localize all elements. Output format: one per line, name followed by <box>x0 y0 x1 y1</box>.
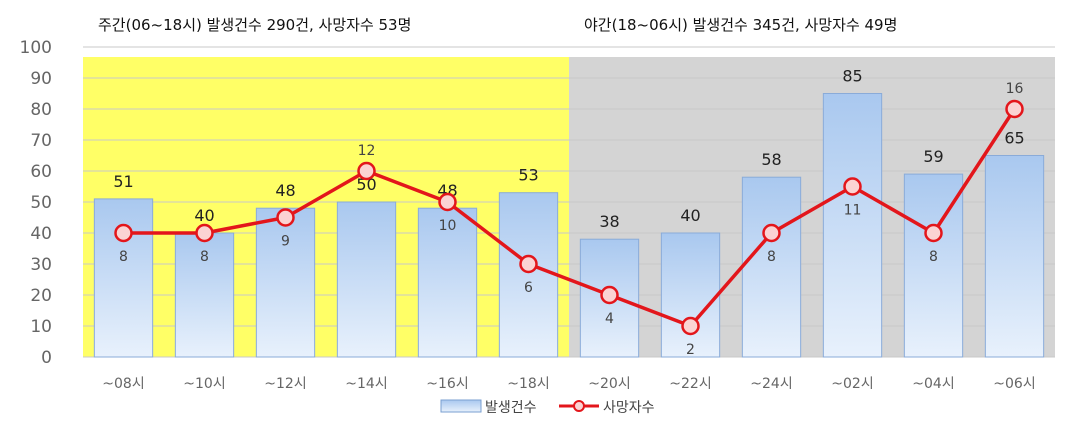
bar-5 <box>498 192 559 358</box>
x-tick-1: ~10시 <box>183 376 225 392</box>
y-tick-1: 10 <box>30 317 52 337</box>
bar-3 <box>336 201 397 358</box>
x-tick-2: ~12시 <box>264 376 306 392</box>
line-point-6 <box>600 285 619 305</box>
x-tick-9: ~02시 <box>831 376 873 392</box>
y-tick-10: 100 <box>20 38 52 58</box>
region-background-0 <box>83 57 569 357</box>
bar-value-label-0: 51 <box>113 172 133 191</box>
line-series <box>123 108 1016 328</box>
x-tick-7: ~22시 <box>669 376 711 392</box>
line-point-3 <box>357 161 376 181</box>
line-value-label-10: 8 <box>929 249 938 265</box>
y-tick-7: 70 <box>30 131 52 151</box>
line-point-8 <box>762 223 781 243</box>
x-tick-6: ~20시 <box>588 376 630 392</box>
bar-value-label-10: 59 <box>923 147 943 166</box>
line-value-label-3: 12 <box>358 143 376 159</box>
y-tick-4: 40 <box>30 224 52 244</box>
line-point-10 <box>924 223 943 243</box>
legend-swatch-bar <box>440 399 482 413</box>
x-tick-11: ~06시 <box>993 376 1035 392</box>
line-point-11 <box>1005 99 1024 119</box>
y-tick-9: 90 <box>30 69 52 89</box>
bar-value-label-3: 50 <box>356 175 376 194</box>
line-value-label-7: 2 <box>686 342 695 358</box>
legend-label-line: 사망자수 <box>603 400 655 416</box>
bar-4 <box>417 207 478 358</box>
line-point-9 <box>843 177 862 196</box>
bar-8 <box>741 176 802 358</box>
region-title-1: 야간(18~06시) 발생건수 345건, 사망자수 49명 <box>584 16 897 34</box>
line-value-label-1: 8 <box>200 249 209 265</box>
bar-1 <box>174 232 235 358</box>
legend-label-bar: 발생건수 <box>485 400 537 416</box>
bar-11 <box>984 155 1045 358</box>
line-point-7 <box>681 316 700 336</box>
bar-value-label-1: 40 <box>194 206 214 225</box>
bar-7 <box>660 232 721 358</box>
line-point-4 <box>438 192 457 212</box>
bar-value-label-5: 53 <box>518 166 538 185</box>
line-value-label-0: 8 <box>119 249 128 265</box>
line-point-2 <box>276 208 295 227</box>
y-tick-3: 30 <box>30 255 52 275</box>
x-tick-4: ~16시 <box>426 376 468 392</box>
bar-value-label-2: 48 <box>275 181 295 200</box>
y-tick-8: 80 <box>30 100 52 120</box>
line-value-label-9: 11 <box>844 203 862 219</box>
y-tick-2: 20 <box>30 286 52 306</box>
legend-swatch-marker <box>573 400 585 412</box>
x-tick-0: ~08시 <box>102 376 144 392</box>
y-tick-6: 60 <box>30 162 52 182</box>
bar-value-label-6: 38 <box>599 212 619 231</box>
bar-0 <box>93 198 154 358</box>
line-value-label-4: 10 <box>439 218 457 234</box>
bar-value-label-8: 58 <box>761 150 781 169</box>
region-background-1 <box>569 57 1055 357</box>
line-value-label-6: 4 <box>605 311 614 327</box>
line-value-label-5: 6 <box>524 280 533 296</box>
y-tick-5: 50 <box>30 193 52 213</box>
bar-9 <box>822 93 883 358</box>
line-point-1 <box>195 223 214 243</box>
region-title-0: 주간(06~18시) 발생건수 290건, 사망자수 53명 <box>98 16 411 34</box>
line-point-0 <box>114 223 133 243</box>
bar-2 <box>255 207 316 358</box>
x-tick-5: ~18시 <box>507 376 549 392</box>
line-value-label-11: 16 <box>1006 81 1024 97</box>
x-tick-10: ~04시 <box>912 376 954 392</box>
bar-value-label-9: 85 <box>842 67 862 86</box>
bar-value-label-11: 65 <box>1004 129 1024 148</box>
line-value-label-8: 8 <box>767 249 776 265</box>
y-tick-0: 0 <box>41 348 52 368</box>
legend: 발생건수 사망자수 <box>440 399 655 416</box>
line-value-label-2: 9 <box>281 234 290 250</box>
x-tick-8: ~24시 <box>750 376 792 392</box>
bar-value-label-7: 40 <box>680 206 700 225</box>
line-point-5 <box>519 254 538 274</box>
x-tick-3: ~14시 <box>345 376 387 392</box>
